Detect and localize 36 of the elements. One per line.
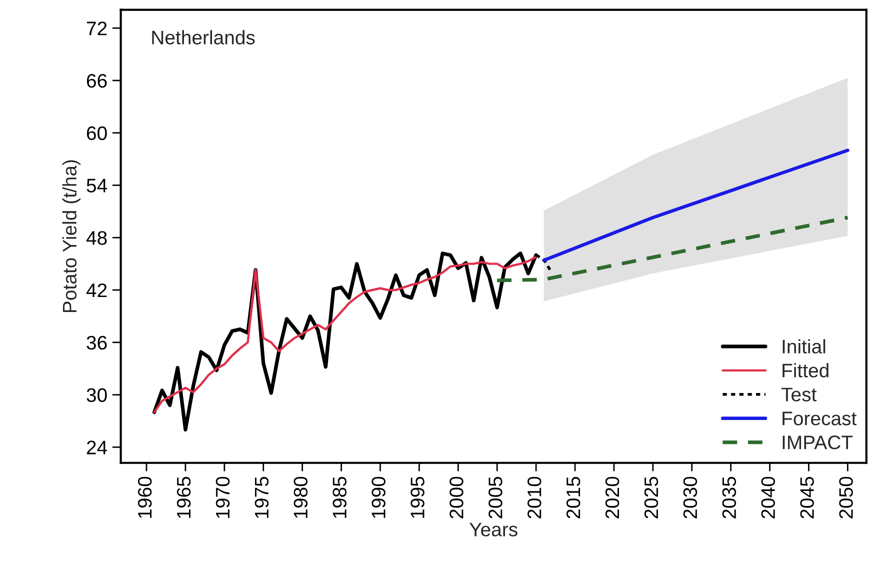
legend-label: IMPACT	[782, 436, 853, 450]
y-tick-label: 24	[86, 440, 108, 454]
y-tick-label: 42	[86, 283, 107, 298]
y-tick-label: 30	[86, 388, 107, 402]
x-axis-title: Years	[470, 522, 518, 536]
y-tick-label: 72	[86, 22, 107, 36]
x-tick-label: 2035	[722, 476, 736, 518]
y-tick-label: 48	[86, 231, 107, 245]
legend-label: Initial	[782, 339, 826, 354]
x-tick-label: 2045	[800, 476, 814, 518]
x-tick-label: 1980	[294, 476, 308, 518]
x-tick-label: 2020	[605, 476, 620, 518]
x-tick-label: 2000	[450, 476, 464, 518]
x-tick-label: 1975	[254, 476, 269, 518]
x-tick-label: 2010	[528, 476, 542, 518]
legend-label: Test	[781, 388, 817, 402]
y-tick-label: 54	[86, 178, 108, 192]
y-tick-label: 36	[86, 336, 107, 350]
y-axis-title: Potato Yield (t/ha)	[62, 160, 80, 312]
x-tick-label: 1990	[372, 476, 386, 518]
x-tick-label: 1965	[176, 476, 191, 518]
x-tick-label: 2015	[566, 476, 580, 518]
x-tick-label: 1995	[410, 476, 424, 518]
x-tick-label: 2030	[683, 476, 698, 518]
annotation: Netherlands	[152, 30, 255, 44]
y-tick-label: 60	[86, 126, 107, 140]
x-tick-label: 2040	[761, 476, 776, 518]
x-tick-label: 1970	[216, 476, 230, 518]
x-tick-label: 1960	[138, 476, 152, 518]
legend-label: Fitted	[782, 363, 828, 378]
x-tick-label: 2005	[488, 476, 502, 518]
y-tick-label: 66	[86, 74, 107, 88]
x-tick-label: 2025	[644, 476, 658, 518]
x-tick-label: 2050	[839, 476, 853, 518]
x-tick-label: 1985	[332, 476, 346, 518]
legend-label: Forecast	[782, 412, 857, 426]
